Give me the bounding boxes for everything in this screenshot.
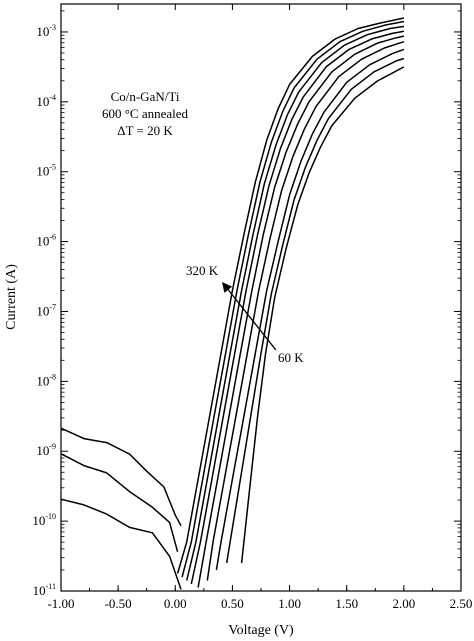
x-tick-label: 0.00 [164,596,187,611]
forward-iv-curve [190,30,405,585]
reverse-bias-curves [60,427,182,590]
reverse-iv-curve [60,498,182,590]
arrow-start-label: 60 K [278,350,304,365]
annotation-line-3: ΔT = 20 K [117,123,173,138]
reverse-iv-curve [60,453,179,552]
y-tick-label: 10-8 [36,372,56,388]
annotation-line-1: Co/n-GaN/Ti [111,89,180,104]
x-tick-label: 0.50 [221,596,244,611]
forward-bias-curves [176,17,405,588]
forward-iv-curve [176,17,405,574]
forward-iv-curve [181,20,405,578]
x-tick-label: -0.50 [105,596,132,611]
x-tick-label: 1.50 [335,596,358,611]
forward-iv-curve [206,40,405,581]
forward-iv-curve [197,35,405,588]
arrow-end-label: 320 K [186,263,219,278]
x-axis-label: Voltage (V) [228,623,294,638]
sample-annotation: Co/n-GaN/Ti 600 °C annealed ΔT = 20 K [102,89,189,138]
forward-iv-curve [215,48,405,571]
x-tick-label: 2.50 [450,596,473,611]
annotation-line-2: 600 °C annealed [102,106,189,121]
temperature-arrow [222,281,277,351]
y-tick-label: 10-7 [36,302,56,318]
forward-iv-curve [225,57,405,564]
y-axis-ticks: 10-11 10-10 10-9 10-8 10-7 10-6 10-5 10-4 10-3 [32,10,461,598]
x-tick-label: -1.00 [47,596,74,611]
y-tick-label: 10-4 [36,93,56,109]
forward-iv-curve [185,25,405,581]
x-tick-label: 1.00 [278,596,301,611]
y-tick-label: 10-11 [33,582,56,598]
y-tick-label: 10-6 [36,233,56,249]
y-tick-label: 10-3 [36,23,56,39]
reverse-iv-curve [60,427,182,527]
y-tick-label: 10-9 [36,442,56,458]
y-tick-label: 10-5 [36,163,56,179]
x-axis-ticks: -1.00 -0.50 0.00 0.50 1.00 1.50 2.00 2.50 [47,4,472,611]
forward-iv-curve [240,66,405,564]
x-tick-label: 2.00 [392,596,415,611]
y-tick-label: 10-10 [32,512,56,528]
y-axis-label: Current (A) [4,264,19,330]
